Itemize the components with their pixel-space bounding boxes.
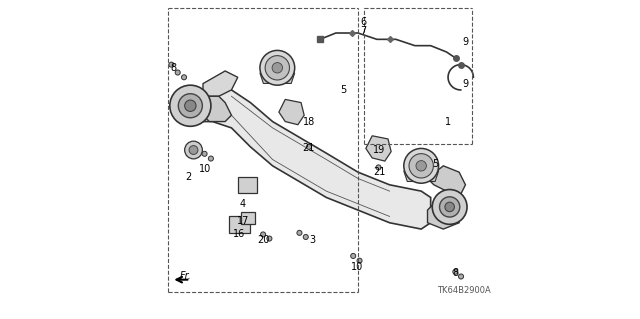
Circle shape (272, 63, 282, 73)
Circle shape (453, 269, 458, 274)
Circle shape (458, 274, 463, 279)
Circle shape (351, 253, 356, 258)
Polygon shape (203, 71, 238, 96)
Circle shape (307, 144, 312, 149)
Text: 8: 8 (452, 268, 458, 278)
Polygon shape (428, 197, 459, 229)
Circle shape (179, 94, 202, 118)
Text: 18: 18 (303, 116, 315, 127)
Circle shape (170, 85, 211, 126)
Text: 19: 19 (373, 145, 385, 155)
Text: 5: 5 (432, 159, 438, 169)
Text: 17: 17 (237, 216, 250, 226)
Text: 2: 2 (186, 172, 192, 182)
Circle shape (445, 202, 454, 212)
Polygon shape (260, 73, 294, 84)
Text: TK64B2900A: TK64B2900A (437, 286, 491, 295)
Polygon shape (428, 166, 465, 197)
Circle shape (175, 70, 180, 75)
FancyBboxPatch shape (229, 216, 250, 233)
Circle shape (357, 258, 362, 263)
Text: 21: 21 (303, 144, 315, 153)
Text: 9: 9 (462, 38, 468, 48)
Text: 4: 4 (239, 199, 246, 209)
Circle shape (297, 230, 302, 235)
Circle shape (202, 151, 207, 156)
Circle shape (182, 75, 186, 80)
Circle shape (185, 141, 202, 159)
Circle shape (169, 62, 174, 67)
Polygon shape (366, 136, 391, 161)
Text: 10: 10 (351, 262, 364, 272)
Text: 10: 10 (198, 164, 211, 174)
Text: 3: 3 (309, 235, 315, 245)
Circle shape (376, 165, 381, 170)
Text: 8: 8 (170, 63, 176, 73)
Circle shape (209, 156, 213, 161)
Text: 1: 1 (445, 116, 451, 127)
Circle shape (189, 145, 198, 154)
Text: 7: 7 (360, 26, 367, 36)
Circle shape (404, 148, 438, 183)
Circle shape (440, 197, 460, 217)
Polygon shape (404, 171, 438, 182)
Text: Fr.: Fr. (180, 271, 191, 281)
Circle shape (185, 100, 196, 111)
Polygon shape (187, 90, 431, 229)
FancyBboxPatch shape (238, 177, 257, 193)
Circle shape (432, 189, 467, 224)
Polygon shape (279, 100, 304, 125)
Circle shape (416, 160, 426, 171)
Text: 21: 21 (373, 167, 386, 177)
Circle shape (260, 50, 294, 85)
Circle shape (267, 236, 272, 241)
Text: 20: 20 (257, 235, 269, 245)
FancyBboxPatch shape (241, 212, 255, 224)
Text: 6: 6 (360, 17, 367, 27)
Circle shape (260, 232, 266, 237)
Text: 16: 16 (233, 229, 246, 239)
Polygon shape (203, 96, 232, 122)
Text: 5: 5 (340, 85, 347, 95)
Circle shape (303, 234, 308, 240)
Circle shape (265, 56, 289, 80)
Circle shape (409, 154, 433, 178)
Text: 9: 9 (462, 78, 468, 89)
